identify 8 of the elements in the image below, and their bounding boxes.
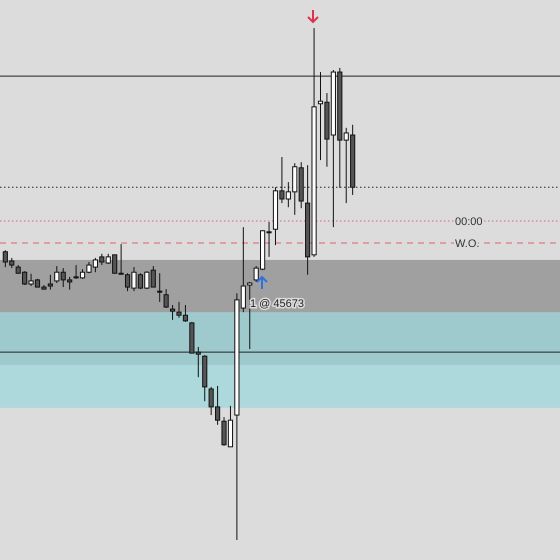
annotation: 00:00 [455,216,483,228]
candlestick [247,281,252,350]
candlestick [170,304,176,320]
candlestick [164,288,169,309]
annotation: 1 @ 45673 [250,298,304,310]
candlestick [48,274,53,290]
annotation: W.O. [455,238,480,250]
candlestick [157,272,162,302]
